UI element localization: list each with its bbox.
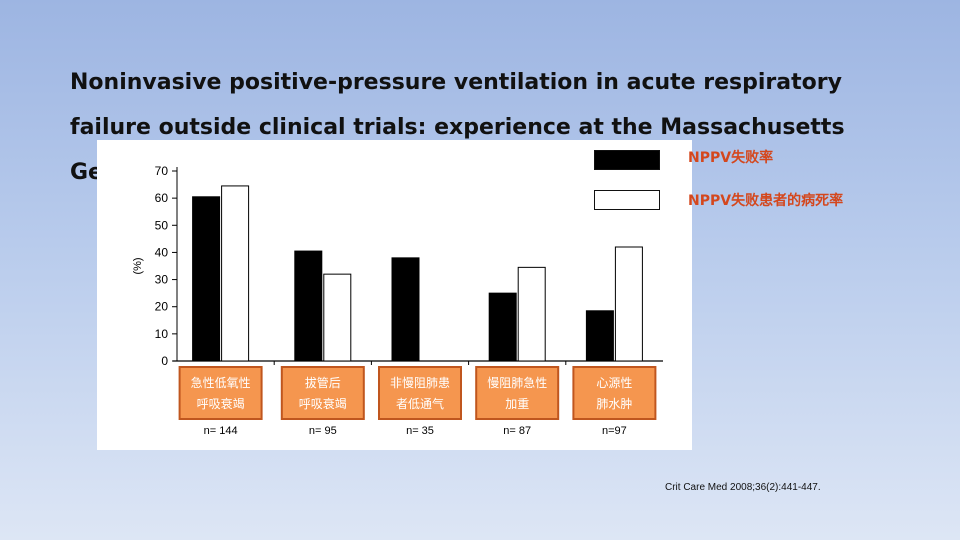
category-label-line1: 急性低氧性 bbox=[191, 375, 251, 390]
category-label-line1: 拔管后 bbox=[305, 375, 341, 390]
category-n-label: n= 95 bbox=[309, 425, 337, 437]
category-label-line2: 呼吸衰竭 bbox=[299, 396, 347, 411]
bar-failure-rate-2 bbox=[294, 250, 323, 362]
bar-failure-mortality-4 bbox=[517, 266, 546, 362]
legend-swatch-failure-rate bbox=[594, 150, 660, 170]
citation: Crit Care Med 2008;36(2):441-447. bbox=[665, 482, 821, 493]
bar-failure-mortality-2 bbox=[323, 273, 352, 362]
bar-failure-mortality-1 bbox=[221, 185, 250, 362]
bar-failure-rate-4 bbox=[488, 292, 517, 362]
category-label-line2: 呼吸衰竭 bbox=[197, 396, 245, 411]
y-tick-label: 40 bbox=[155, 245, 169, 259]
y-tick-label: 50 bbox=[155, 218, 169, 232]
bar-failure-rate-1 bbox=[192, 196, 221, 362]
y-tick-label: 0 bbox=[161, 354, 168, 368]
category-box-1 bbox=[178, 366, 263, 420]
category-label-line1: 心源性 bbox=[596, 376, 632, 390]
category-box-2 bbox=[280, 366, 365, 420]
category-label-line1: 非慢阻肺患 bbox=[390, 376, 450, 390]
y-tick-label: 60 bbox=[155, 191, 169, 205]
category-label-line2: 者低通气 bbox=[396, 396, 444, 411]
y-tick-label: 10 bbox=[155, 327, 169, 341]
chart-panel: 0 10 20 30 40 50 60 70 (%) 急性低氧性呼吸衰竭 n= 144 拔管后呼吸衰竭… bbox=[97, 140, 692, 450]
legend-label-failure-rate: NPPV失败率 bbox=[688, 150, 774, 166]
y-tick-label: 70 bbox=[155, 164, 169, 178]
category-label-line2: 肺水肿 bbox=[596, 396, 632, 411]
slide-title: Noninvasive positive-pressure ventilatio… bbox=[70, 70, 845, 185]
category-box-5 bbox=[572, 366, 657, 420]
category-n-label: n= 35 bbox=[406, 425, 434, 437]
bar-failure-rate-5 bbox=[585, 310, 614, 362]
y-tick-label: 30 bbox=[155, 273, 169, 287]
category-box-3 bbox=[378, 366, 462, 420]
bar-failure-rate-3 bbox=[391, 257, 420, 362]
category-box-4 bbox=[475, 366, 560, 420]
bar-failure-mortality-5 bbox=[614, 246, 643, 362]
category-n-label: n= 144 bbox=[204, 425, 238, 437]
legend-swatch-failure-mortality bbox=[594, 190, 660, 210]
category-label-line1: 慢阻肺急性 bbox=[487, 375, 547, 390]
category-label-line2: 加重 bbox=[505, 397, 529, 411]
category-n-label: n= 87 bbox=[503, 425, 531, 437]
y-tick-label: 20 bbox=[155, 300, 169, 314]
y-axis-label: (%) bbox=[132, 257, 144, 274]
legend-label-failure-mortality: NPPV失败患者的病死率 bbox=[688, 193, 844, 209]
category-n-label: n=97 bbox=[602, 425, 627, 437]
